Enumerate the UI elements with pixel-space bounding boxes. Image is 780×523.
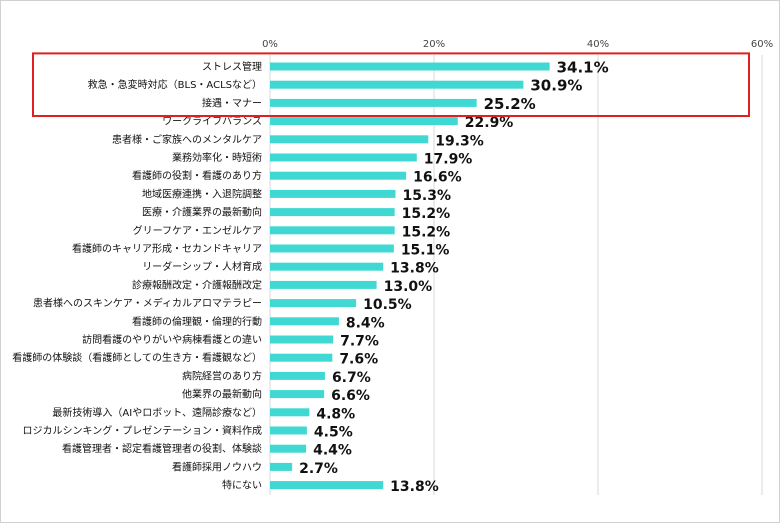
value-label-11: 13.8% xyxy=(390,261,439,277)
bar-15 xyxy=(270,335,334,344)
category-label-0: ストレス管理 xyxy=(202,60,262,73)
category-label-22: 看護師採用ノウハウ xyxy=(172,460,262,473)
bar-21 xyxy=(270,444,307,453)
bar-14 xyxy=(270,317,339,326)
value-label-4: 19.3% xyxy=(435,133,484,149)
bar-20 xyxy=(270,426,307,435)
bar-10 xyxy=(270,244,394,253)
category-label-17: 病院経営のあり方 xyxy=(182,369,262,382)
category-label-10: 看護師のキャリア形成・セカンドキャリア xyxy=(72,242,262,255)
category-label-15: 訪問看護のやりがいや病棟看護との違い xyxy=(82,333,262,346)
category-label-6: 看護師の役割・看護のあり方 xyxy=(132,169,262,182)
category-label-8: 医療・介護業界の最新動向 xyxy=(142,206,262,219)
category-label-16: 看護師の体験談（看護師としての生き方・看護観など） xyxy=(12,351,262,364)
bar-12 xyxy=(270,280,377,289)
value-label-21: 4.4% xyxy=(313,443,352,459)
bar-9 xyxy=(270,226,395,235)
value-label-0: 34.1% xyxy=(557,59,609,77)
bar-17 xyxy=(270,371,325,380)
value-label-5: 17.9% xyxy=(424,152,473,168)
value-label-12: 13.0% xyxy=(384,279,433,295)
category-label-2: 接遇・マナー xyxy=(202,96,262,109)
tick-label-20: 20% xyxy=(423,39,445,50)
value-label-9: 15.2% xyxy=(402,224,451,240)
category-label-14: 看護師の倫理観・倫理的行動 xyxy=(132,315,262,328)
bar-3 xyxy=(270,117,458,126)
category-label-11: リーダーシップ・人材育成 xyxy=(142,260,262,273)
bar-6 xyxy=(270,171,407,180)
bar-0 xyxy=(270,62,550,71)
value-label-1: 30.9% xyxy=(530,77,582,95)
value-label-18: 6.6% xyxy=(331,388,370,404)
category-label-5: 業務効率化・時短術 xyxy=(172,151,262,164)
category-label-13: 患者様へのスキンケア・メディカルアロマテラピー xyxy=(33,297,262,310)
value-label-8: 15.2% xyxy=(402,206,451,222)
bar-8 xyxy=(270,208,395,217)
category-label-3: ワークライフバランス xyxy=(162,116,262,128)
value-label-17: 6.7% xyxy=(332,370,371,386)
category-label-19: 最新技術導入（AIやロボット、遠隔診療など） xyxy=(52,406,262,419)
value-label-2: 25.2% xyxy=(484,95,536,113)
bar-11 xyxy=(270,262,384,271)
tick-label-0: 0% xyxy=(262,39,278,50)
bar-7 xyxy=(270,189,396,198)
category-label-20: ロジカルシンキング・プレゼンテーション・資料作成 xyxy=(23,424,263,437)
value-label-10: 15.1% xyxy=(401,243,450,259)
value-label-15: 7.7% xyxy=(340,334,379,350)
bar-2 xyxy=(270,98,477,107)
value-label-23: 13.8% xyxy=(390,479,439,495)
value-label-3: 22.9% xyxy=(465,115,514,131)
bar-18 xyxy=(270,390,325,399)
value-label-20: 4.5% xyxy=(314,425,353,441)
category-label-12: 診療報酬改定・介護報酬改定 xyxy=(132,278,262,291)
value-label-13: 10.5% xyxy=(363,297,412,313)
category-label-23: 特にない xyxy=(222,480,262,492)
value-label-14: 8.4% xyxy=(346,315,385,331)
value-label-6: 16.6% xyxy=(413,170,462,186)
bar-19 xyxy=(270,408,310,417)
bar-1 xyxy=(270,80,524,89)
tick-label-60: 60% xyxy=(751,39,773,50)
bar-16 xyxy=(270,353,333,362)
value-label-16: 7.6% xyxy=(339,352,378,368)
category-label-4: 患者様・ご家族へのメンタルケア xyxy=(112,133,262,146)
bar-22 xyxy=(270,462,293,471)
category-label-21: 看護管理者・認定看護管理者の役割、体験談 xyxy=(62,442,262,455)
highlight-box xyxy=(32,52,750,117)
value-label-19: 4.8% xyxy=(316,406,355,422)
bar-13 xyxy=(270,299,357,308)
category-label-1: 救急・急変時対応（BLS・ACLSなど） xyxy=(88,78,262,91)
bar-5 xyxy=(270,153,417,162)
bar-4 xyxy=(270,135,429,144)
category-label-18: 他業界の最新動向 xyxy=(182,388,262,401)
category-label-7: 地域医療連携・入退院調整 xyxy=(142,187,262,200)
bar-23 xyxy=(270,481,384,490)
tick-label-40: 40% xyxy=(587,39,609,50)
value-label-22: 2.7% xyxy=(299,461,338,477)
category-label-9: グリーフケア・エンゼルケア xyxy=(133,224,262,237)
value-label-7: 15.3% xyxy=(402,188,451,204)
